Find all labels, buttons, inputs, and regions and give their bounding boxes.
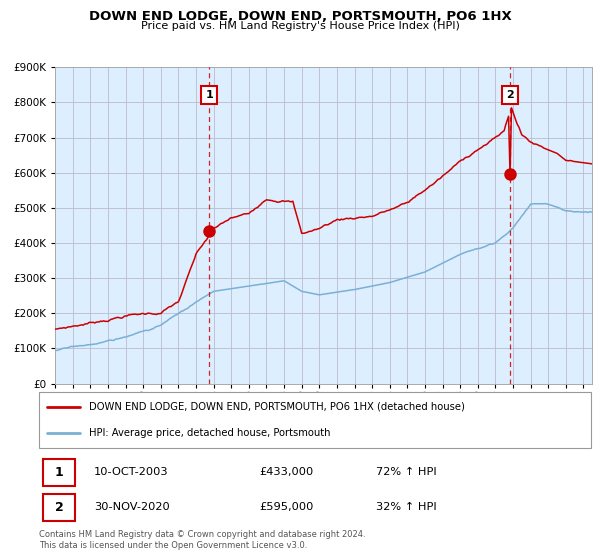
Text: 32% ↑ HPI: 32% ↑ HPI [376, 502, 436, 512]
Text: 10-OCT-2003: 10-OCT-2003 [94, 467, 169, 477]
Text: £595,000: £595,000 [260, 502, 314, 512]
Text: 30-NOV-2020: 30-NOV-2020 [94, 502, 170, 512]
FancyBboxPatch shape [39, 392, 591, 448]
Text: DOWN END LODGE, DOWN END, PORTSMOUTH, PO6 1HX (detached house): DOWN END LODGE, DOWN END, PORTSMOUTH, PO… [89, 402, 464, 412]
Text: 2: 2 [506, 90, 514, 100]
Text: DOWN END LODGE, DOWN END, PORTSMOUTH, PO6 1HX: DOWN END LODGE, DOWN END, PORTSMOUTH, PO… [89, 10, 511, 23]
Text: 1: 1 [205, 90, 213, 100]
Text: Contains HM Land Registry data © Crown copyright and database right 2024.
This d: Contains HM Land Registry data © Crown c… [39, 530, 365, 550]
Text: Price paid vs. HM Land Registry's House Price Index (HPI): Price paid vs. HM Land Registry's House … [140, 21, 460, 31]
Text: £433,000: £433,000 [260, 467, 314, 477]
FancyBboxPatch shape [43, 494, 76, 521]
Text: 2: 2 [55, 501, 64, 514]
Text: HPI: Average price, detached house, Portsmouth: HPI: Average price, detached house, Port… [89, 428, 330, 438]
Text: 72% ↑ HPI: 72% ↑ HPI [376, 467, 436, 477]
Text: 1: 1 [55, 466, 64, 479]
FancyBboxPatch shape [43, 459, 76, 486]
